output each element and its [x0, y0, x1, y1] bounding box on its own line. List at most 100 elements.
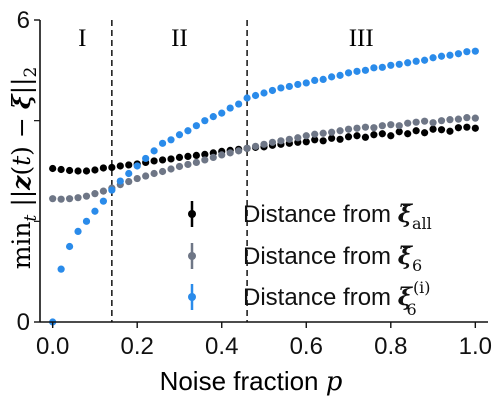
legend-label: Distance from ξ̄6	[243, 241, 422, 275]
data-point	[158, 139, 167, 147]
data-point	[311, 136, 319, 144]
data-point	[370, 131, 378, 139]
x-axis-title-text: Noise fraction	[160, 366, 319, 396]
data-point	[226, 104, 234, 112]
data-point	[395, 60, 403, 68]
data-point	[446, 127, 454, 135]
data-point	[49, 195, 57, 203]
x-tick-label: 1.0	[459, 333, 492, 360]
x-axis-title-var: p	[326, 367, 343, 397]
data-point	[74, 227, 82, 235]
x-axis-title: Noise fraction p	[160, 366, 343, 397]
data-point	[133, 162, 141, 170]
data-point	[395, 122, 403, 130]
data-point	[158, 156, 167, 164]
data-point	[328, 134, 336, 142]
data-point	[142, 154, 150, 163]
data-point	[82, 217, 91, 225]
data-point	[471, 114, 479, 122]
data-point	[361, 133, 370, 141]
x-tick-label: 0.6	[290, 333, 323, 360]
data-point	[125, 169, 133, 178]
data-point	[328, 73, 336, 81]
data-point	[209, 153, 217, 162]
data-point	[184, 160, 192, 169]
data-point	[57, 265, 65, 273]
data-point	[378, 122, 386, 130]
data-point	[344, 125, 353, 133]
x-tick-label: 0.0	[36, 333, 69, 360]
data-point	[218, 151, 226, 159]
data-point	[57, 165, 65, 174]
data-point	[302, 132, 310, 140]
data-point	[142, 172, 150, 180]
data-point	[175, 153, 184, 162]
data-point	[201, 117, 209, 125]
data-point	[429, 54, 437, 62]
ticks: 0.0 0.2 0.4 0.6 0.8 1.0 0 6	[17, 7, 492, 360]
data-point	[395, 128, 403, 136]
data-point	[235, 147, 243, 155]
data-point	[319, 137, 327, 145]
data-point	[463, 48, 471, 56]
data-point	[201, 150, 209, 158]
data-point	[116, 177, 124, 185]
data-point	[150, 147, 158, 155]
data-point	[218, 109, 226, 117]
region-label-1: I	[78, 25, 86, 52]
data-point	[437, 52, 446, 60]
data-point	[353, 67, 361, 75]
data-point	[201, 156, 209, 164]
data-point	[421, 117, 429, 125]
data-point	[370, 64, 378, 72]
data-point	[235, 100, 243, 108]
data-point	[294, 80, 302, 89]
legend-label: Distance from ξ(i) 6	[243, 278, 431, 319]
data-point	[353, 132, 361, 140]
legend-marker	[188, 293, 196, 301]
data-point	[108, 186, 116, 194]
data-point	[251, 142, 260, 150]
data-point	[336, 135, 344, 143]
data-point	[328, 128, 336, 136]
x-tick-label: 0.2	[121, 333, 154, 360]
data-point	[319, 75, 327, 83]
data-point	[192, 122, 200, 130]
legend-entry-3: Distance from ξ(i) 6	[188, 278, 431, 319]
data-point	[463, 123, 471, 131]
data-point	[412, 127, 420, 135]
data-point	[285, 135, 293, 143]
data-point	[125, 177, 133, 186]
plot-points	[49, 47, 479, 326]
data-point	[243, 144, 251, 152]
data-point	[446, 51, 454, 59]
data-point	[209, 113, 217, 121]
legend-marker	[188, 210, 196, 218]
x-tick-label: 0.4	[205, 333, 238, 360]
data-point	[454, 124, 463, 132]
data-point	[74, 194, 82, 202]
data-point	[361, 123, 370, 131]
data-point	[471, 124, 479, 132]
data-point	[99, 164, 107, 172]
data-point	[192, 151, 200, 159]
data-point	[158, 167, 167, 176]
data-point	[421, 129, 429, 137]
data-point	[311, 130, 319, 138]
data-point	[99, 197, 107, 205]
data-point	[167, 136, 175, 144]
data-point	[404, 130, 412, 138]
data-point	[446, 116, 454, 124]
data-point	[260, 140, 268, 148]
data-point	[175, 162, 184, 171]
data-point	[404, 59, 412, 67]
data-point	[82, 192, 91, 200]
data-point	[268, 86, 277, 95]
data-point	[378, 63, 386, 71]
data-point	[463, 114, 471, 122]
data-point	[49, 164, 57, 173]
data-point	[108, 163, 116, 172]
data-point	[125, 161, 133, 169]
data-point	[437, 117, 446, 125]
data-point	[454, 50, 463, 58]
